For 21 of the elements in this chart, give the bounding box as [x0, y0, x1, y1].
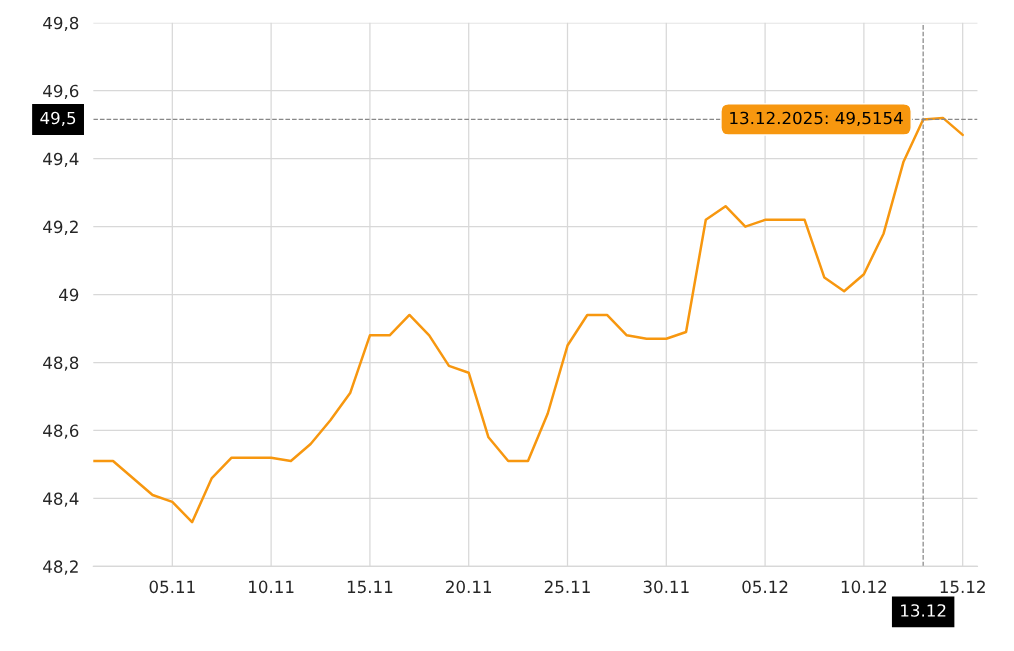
annotation: 13.12.2025: 49,5154 [730, 111, 903, 127]
ref-line-label: 13.12 [901, 604, 946, 617]
x-tick-label: 15.11 [347, 580, 393, 594]
y-tick-label: 49 [59, 288, 79, 302]
x-tick-label: 05.12 [742, 580, 788, 594]
x-tick-label: 15.12 [940, 580, 985, 594]
y-tick-label: 49,4 [43, 152, 79, 167]
x-tick-label: 10.11 [249, 580, 294, 594]
y-tick-label: 48,6 [43, 424, 79, 439]
x-tick-label: 30.11 [643, 580, 689, 594]
ref-line-label: 49,5 [40, 111, 76, 127]
x-tick-label: 05.11 [149, 580, 195, 594]
y-tick-label: 48,4 [43, 492, 79, 507]
x-tick-label: 25.11 [544, 580, 590, 594]
x-tick-label: 10.12 [841, 580, 887, 594]
y-tick-label: 48,8 [43, 356, 79, 371]
x-tick-label: 20.11 [446, 580, 492, 594]
y-tick-label: 49,8 [43, 16, 79, 32]
y-tick-label: 48,2 [43, 560, 78, 575]
y-tick-label: 49,2 [43, 220, 78, 235]
y-tick-label: 49,6 [43, 84, 79, 99]
